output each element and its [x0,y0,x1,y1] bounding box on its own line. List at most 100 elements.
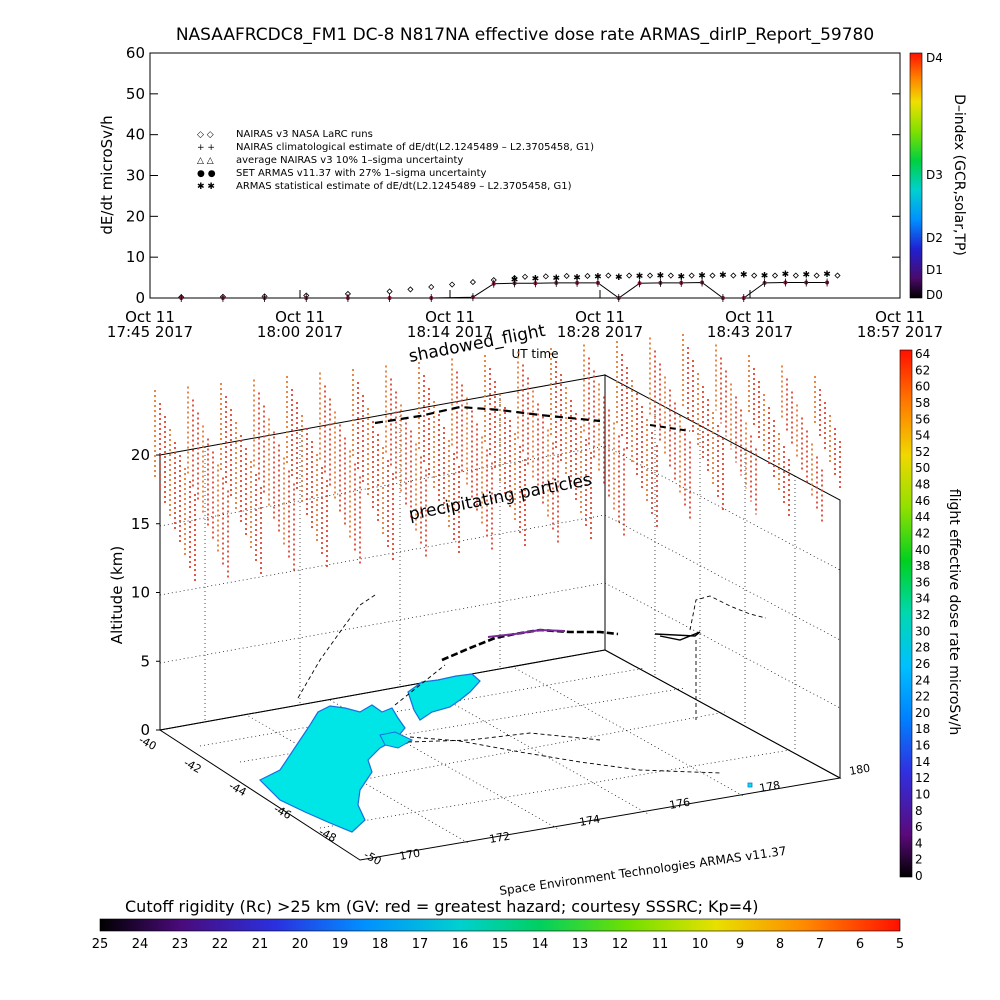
latitude-tick-label: -42 [182,756,204,776]
latitude-tick-label: -44 [227,779,249,799]
legend-symbol: △ △ [197,156,214,166]
cutoff-label: 6 [856,937,864,952]
armas-stat-point: ✱ [594,273,602,283]
nairas-point [834,272,841,279]
y-tick-label: 40 [126,126,145,144]
nairas-point [521,273,529,280]
x-tick-date: Oct 11 [275,308,325,326]
dose-rate-label: 0 [915,869,923,883]
dose-rate-label: 64 [915,347,930,361]
dose-rate-label: 8 [915,804,923,818]
series-marks: ✱ ✱ ✱ ✱ ✱ ✱ ✱ ✱ ✱ ✱ ✱ ✱ ✱ ✱ ✱ ✱ [178,270,841,302]
cutoff-label: 17 [412,937,429,952]
legend-symbol: ● ● [197,169,216,179]
nairas-point [428,283,435,291]
nairas-point [626,272,633,279]
dose-rate-label: 34 [915,592,930,606]
d-index-label: D3 [926,168,943,182]
nairas-point [792,272,799,279]
altitude-tick-label: 15 [131,515,150,533]
dose-rate-label: 26 [915,657,930,671]
legend-label: NAIRAS climatological estimate of dE/dt(… [236,142,594,153]
cutoff-rigidity-bar: Cutoff rigidity (Rc) >25 km (GV: red = g… [92,897,904,952]
dose-rate-label: 44 [915,510,930,524]
cutoff-label: 18 [372,937,389,952]
armas-line [181,281,828,299]
nairas-point [730,272,737,279]
dose-rate-label: 56 [915,412,930,426]
cutoff-label: 19 [332,937,349,952]
legend-symbol: ◇ ◇ [197,130,214,140]
dose-rate-label: 48 [915,478,930,492]
cutoff-label: 10 [692,937,709,952]
d-index-label: D1 [926,263,943,277]
armas-stat-point: ✱ [636,272,644,282]
dose-rate-label: 54 [915,429,930,443]
particle-dose-pillars [154,334,841,584]
nairas-point [646,272,654,279]
d-index-labels: D4 D3 D2 D1 D0 [926,51,943,302]
dose-rate-label: 42 [915,526,930,540]
cutoff-label: 22 [212,937,229,952]
nairas-point [709,272,716,279]
d-index-label: D0 [926,288,943,302]
dose-rate-label: 46 [915,494,930,508]
nairas-point [563,272,570,280]
legend-label: NAIRAS v3 NASA LaRC runs [236,129,373,140]
nairas-point [605,272,612,279]
dose-rate-label: 52 [915,445,930,459]
longitude-tick-label: 180 [848,762,871,778]
y-tick-label: 10 [126,248,145,266]
flight-track [374,405,701,662]
x-tick-date: Oct 11 [575,308,625,326]
altitude-ticks: 0 5 10 15 20 [131,446,160,739]
armas-stat-point: ✱ [657,272,665,282]
dose-rate-label: 22 [915,690,930,704]
nairas-point [469,279,476,286]
cutoff-label: 7 [816,937,824,952]
armas-stat-point: ✱ [802,271,810,281]
armas-stat-point: ✱ [511,275,519,285]
cutoff-label: 9 [736,937,744,952]
x-tick-date: Oct 11 [875,308,925,326]
cutoff-label: 5 [896,937,904,952]
cutoff-label: 23 [172,937,189,952]
x-tick-date: Oct 11 [125,308,175,326]
d-index-colorbar [909,52,923,299]
armas-stat-point: ✱ [823,270,831,280]
dose-rate-label: 4 [915,836,923,850]
legend-label: SET ARMAS v11.37 with 27% 1–sigma uncert… [236,168,487,179]
dose-rate-label: 18 [915,722,930,736]
nairas-point [813,272,820,279]
altitude-tick-label: 5 [140,652,150,670]
altitude-tick-label: 0 [140,721,150,739]
x-tick-time: 18:43 2017 [707,323,793,341]
x-tick-time: 18:28 2017 [557,323,643,341]
dose-rate-label: 50 [915,461,930,475]
dose-rate-label: 38 [915,559,930,573]
y-axis-label: dE/dt microSv/h [98,115,116,234]
armas-stat-point: ✱ [719,271,727,281]
cutoff-label: 16 [452,937,469,952]
longitude-tick-label: 178 [758,779,781,795]
nairas-point [386,288,393,295]
dose-rate-label: 30 [915,624,930,638]
cutoff-colorbar-labels: 25 24 23 22 21 20 19 18 17 16 15 14 13 12 11 10 9 8 7 6 5 [92,937,904,952]
longitude-tick-label: 172 [488,830,511,846]
dose-rate-label: 60 [915,380,930,394]
cutoff-label: 21 [252,937,269,952]
legend-symbol: ✱ ✱ [197,182,215,192]
armas-stat-point: ✱ [677,273,685,283]
dose-rate-label: 36 [915,575,930,589]
y-tick-label: 0 [135,289,145,307]
x-tick-date: Oct 11 [425,308,475,326]
longitude-ticks: 170 172 174 176 178 180 [398,762,871,863]
chart-title: NASAAFRCDC8_FM1 DC-8 N817NA effective do… [176,25,874,45]
x-tick-time: 17:45 2017 [107,323,193,341]
x-tick-time: 18:00 2017 [257,323,343,341]
nairas-point [542,273,549,280]
x-tick-time: 18:14 2017 [407,323,493,341]
y-tick-label: 60 [126,44,145,62]
